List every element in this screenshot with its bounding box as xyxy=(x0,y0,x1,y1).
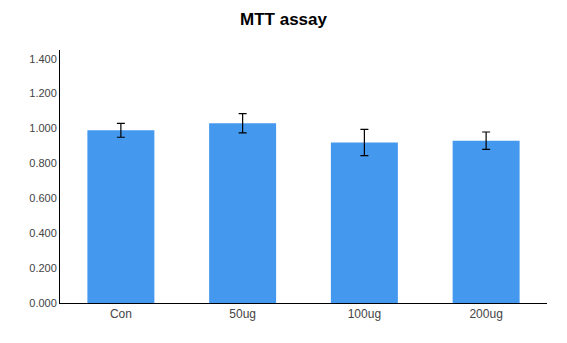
svg-text:1.000: 1.000 xyxy=(29,122,57,134)
svg-text:0.000: 0.000 xyxy=(29,297,57,309)
svg-text:0.600: 0.600 xyxy=(29,192,57,204)
svg-text:200ug: 200ug xyxy=(469,307,502,321)
svg-text:0.400: 0.400 xyxy=(29,227,57,239)
svg-text:Con: Con xyxy=(110,307,132,321)
svg-text:0.800: 0.800 xyxy=(29,157,57,169)
svg-text:50ug: 50ug xyxy=(229,307,256,321)
svg-text:1.400: 1.400 xyxy=(29,53,57,65)
svg-text:0.200: 0.200 xyxy=(29,262,57,274)
svg-text:100ug: 100ug xyxy=(348,307,381,321)
svg-text:1.200: 1.200 xyxy=(29,87,57,99)
svg-text:MTT assay: MTT assay xyxy=(240,10,327,29)
